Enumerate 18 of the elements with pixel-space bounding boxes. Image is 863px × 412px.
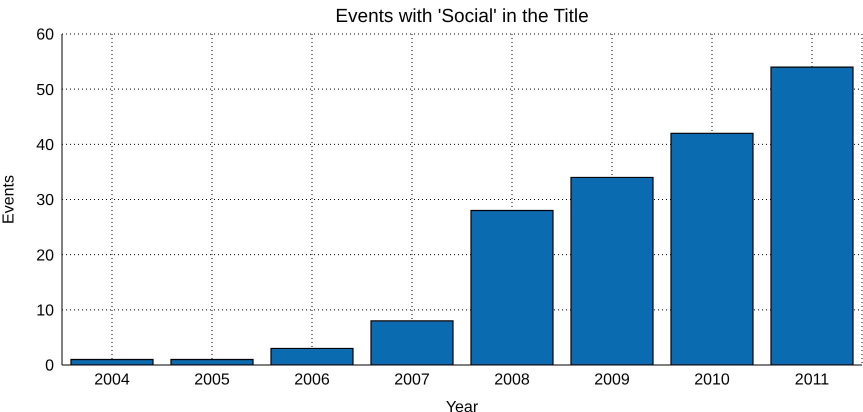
x-tick-label: 2008 — [494, 371, 530, 388]
x-tick-label: 2011 — [794, 371, 830, 388]
x-tick-label: 2006 — [294, 371, 330, 388]
x-tick-label: 2007 — [394, 371, 430, 388]
y-axis-title: Events — [0, 175, 18, 224]
x-tick-label: 2004 — [94, 371, 130, 388]
y-tick-label: 50 — [36, 82, 54, 99]
x-tick-label: 2010 — [694, 371, 730, 388]
y-tick-label: 40 — [36, 137, 54, 154]
x-tick-label: 2009 — [594, 371, 630, 388]
y-tick-label: 30 — [36, 192, 54, 210]
chart-title: Events with 'Social' in the Title — [334, 6, 590, 28]
y-tick-label: 10 — [36, 302, 54, 320]
y-tick-label: 20 — [36, 247, 54, 264]
x-tick-label: 2005 — [194, 371, 230, 388]
y-tick-label: 60 — [36, 26, 54, 44]
y-tick-label: 0 — [45, 358, 54, 375]
x-axis-title: Year — [446, 399, 479, 412]
